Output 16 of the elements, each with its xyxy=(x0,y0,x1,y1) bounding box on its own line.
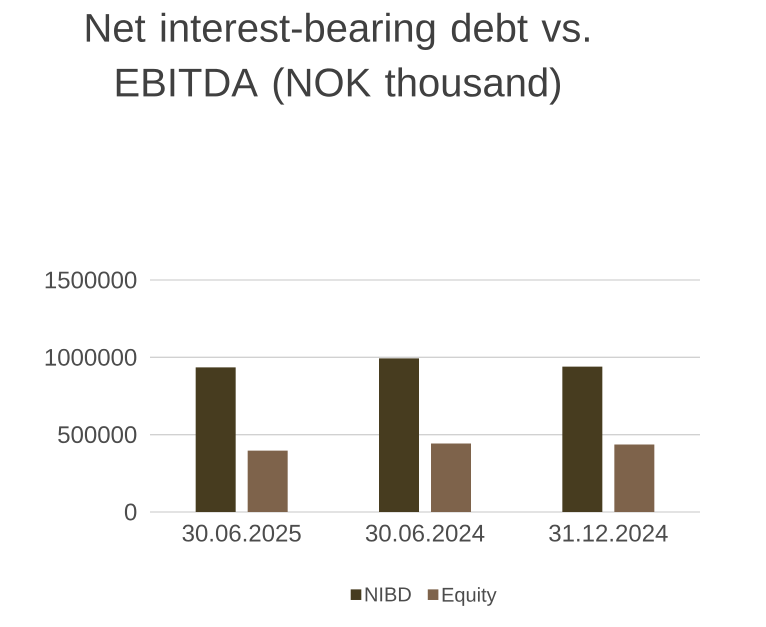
y-tick-label: 1500000 xyxy=(46,271,136,288)
bar xyxy=(614,444,654,512)
bar xyxy=(196,367,236,512)
bar xyxy=(562,366,602,512)
x-tick-label: 30.06.2025 xyxy=(182,524,301,542)
y-tick-label: 500000 xyxy=(58,426,136,444)
bar xyxy=(379,358,420,512)
bar xyxy=(248,450,288,512)
legend-label: NIBD xyxy=(366,588,411,602)
y-tick-label: 1000000 xyxy=(46,348,136,366)
legend-label: Equity xyxy=(442,587,497,606)
y-tick-label: 0 xyxy=(124,503,136,520)
x-tick-label: 30.06.2024 xyxy=(366,524,484,542)
bar xyxy=(431,443,472,512)
x-tick-label: 31.12.2024 xyxy=(549,524,668,542)
chart-title: Net interest-bearing debt vs. EBITDA (NOK thousand) xyxy=(86,12,589,105)
